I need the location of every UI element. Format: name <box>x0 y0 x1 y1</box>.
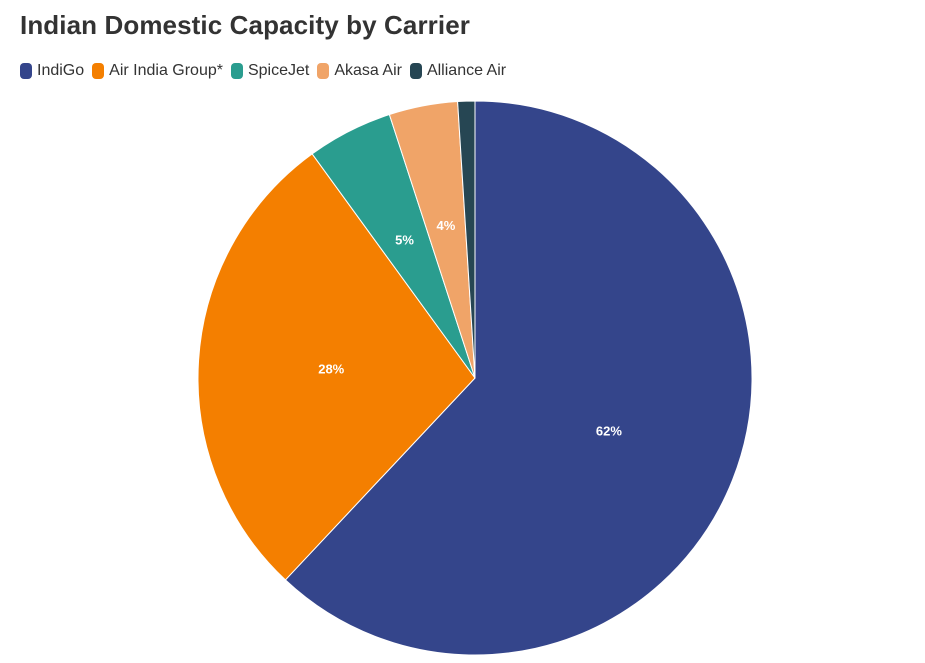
legend-swatch-indigo <box>20 63 32 79</box>
legend-label-alliance-air: Alliance Air <box>426 62 507 79</box>
legend-label-akasa: Akasa Air <box>334 62 402 79</box>
slice-label-indigo: 62% <box>596 424 622 439</box>
pie-labels: 62% 28% 5% 4% <box>318 218 622 438</box>
chart-legend: IndiGo Air India Group* SpiceJet Akasa A… <box>20 62 514 80</box>
pie-slice-air-india-group[interactable] <box>197 153 476 581</box>
legend-swatch-air-india <box>92 63 105 79</box>
slice-label-air-india-group: 28% <box>318 361 344 376</box>
legend-item-alliance-air[interactable]: Alliance Air <box>409 62 507 80</box>
pie-slice-alliance-air[interactable] <box>457 100 476 379</box>
legend-label-air-india: Air India Group* <box>109 62 223 79</box>
legend-swatch-akasa <box>317 63 330 79</box>
legend-label-indigo: IndiGo <box>37 62 85 79</box>
legend-label-spicejet: SpiceJet <box>247 62 310 79</box>
legend-item-indigo[interactable]: IndiGo <box>20 62 84 80</box>
slice-label-spicejet: 5% <box>395 232 414 247</box>
pie-slices <box>197 100 753 656</box>
legend-swatch-alliance-air <box>409 63 422 79</box>
legend-item-spicejet[interactable]: SpiceJet <box>230 62 310 80</box>
legend-swatch-spicejet <box>230 63 243 79</box>
slice-label-akasa-air: 4% <box>437 218 456 233</box>
pie-slice-indigo[interactable] <box>284 100 753 656</box>
chart-title: Indian Domestic Capacity by Carrier <box>20 10 470 40</box>
legend-item-akasa[interactable]: Akasa Air <box>317 62 402 80</box>
legend-item-air-india[interactable]: Air India Group* <box>92 62 223 80</box>
